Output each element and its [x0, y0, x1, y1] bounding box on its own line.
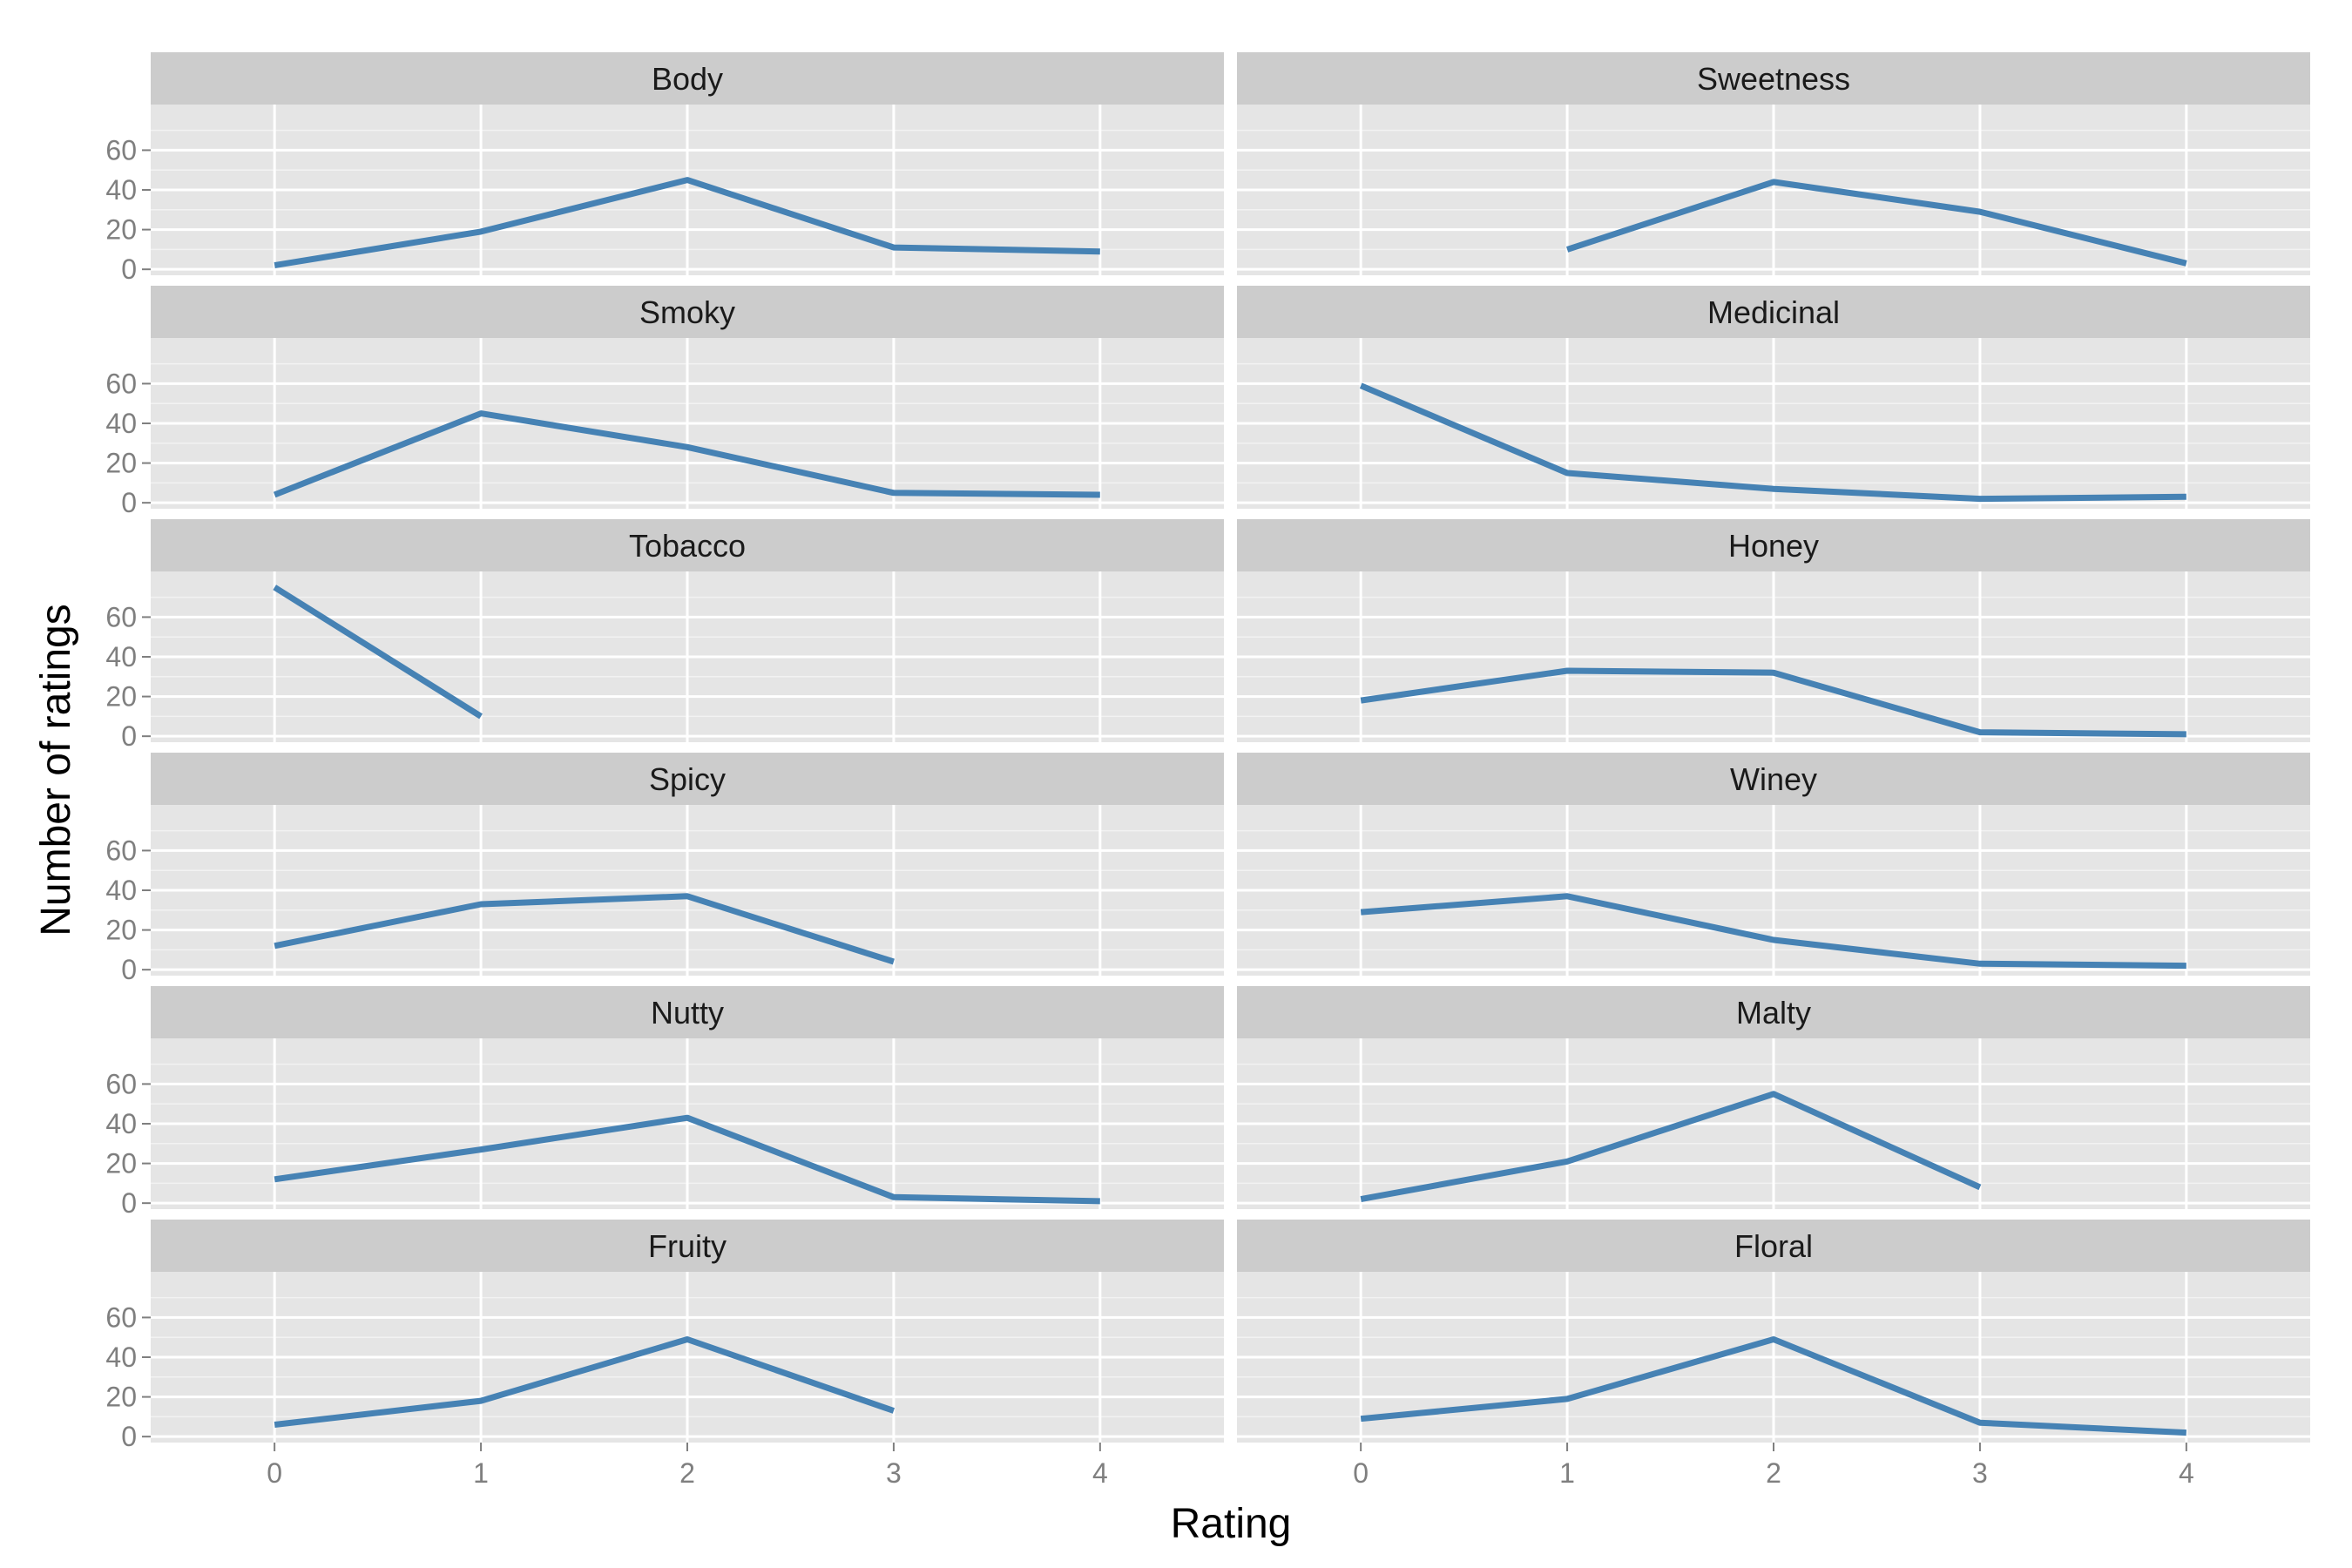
y-tick-label: 0 — [121, 1421, 137, 1452]
strip-sweetness — [1237, 52, 2310, 105]
y-tick-label: 40 — [105, 408, 137, 439]
x-tick-label: 2 — [679, 1457, 695, 1489]
strip-tobacco — [151, 519, 1224, 571]
y-tick-label: 40 — [105, 641, 137, 672]
x-tick-label: 0 — [267, 1457, 282, 1489]
axis-ticks: 0204060020406002040600204060020406002040… — [105, 134, 2193, 1489]
strip-malty — [1237, 986, 2310, 1038]
strip-label-fruity: Fruity — [648, 1228, 727, 1264]
y-tick-label: 20 — [105, 448, 137, 479]
series-line-sweetness — [1566, 179, 2187, 267]
strip-medicinal — [1237, 286, 2310, 338]
x-tick-label: 0 — [1353, 1457, 1369, 1489]
facet-medicinal: Medicinal — [1237, 286, 2310, 509]
strip-label-body: Body — [652, 61, 723, 97]
strip-label-nutty: Nutty — [651, 995, 724, 1031]
strip-label-honey: Honey — [1728, 528, 1819, 564]
y-tick-label: 60 — [105, 1301, 137, 1333]
y-tick-label: 60 — [105, 368, 137, 399]
y-tick-label: 40 — [105, 875, 137, 906]
x-tick-label: 1 — [1559, 1457, 1575, 1489]
series-line-malty — [1360, 1091, 1982, 1203]
x-tick-label: 4 — [1092, 1457, 1108, 1489]
y-axis-title: Number of ratings — [33, 604, 79, 936]
facet-tobacco: Tobacco — [151, 519, 1224, 742]
strip-floral — [1237, 1220, 2310, 1272]
y-tick-label: 20 — [105, 681, 137, 713]
y-tick-label: 40 — [105, 1108, 137, 1139]
y-tick-label: 40 — [105, 1342, 137, 1373]
strip-body — [151, 52, 1224, 105]
facet-sweetness: Sweetness — [1237, 52, 2310, 275]
facet-malty: Malty — [1237, 986, 2310, 1209]
x-tick-label: 1 — [473, 1457, 489, 1489]
facet-spicy: Spicy — [151, 753, 1224, 976]
y-tick-label: 0 — [121, 487, 137, 518]
strip-label-spicy: Spicy — [649, 761, 726, 797]
y-tick-label: 60 — [105, 134, 137, 166]
facet-fruity: Fruity — [151, 1220, 1224, 1443]
y-tick-label: 60 — [105, 601, 137, 632]
x-tick-label: 3 — [886, 1457, 902, 1489]
facet-honey: Honey — [1237, 519, 2310, 742]
facet-body: Body — [151, 52, 1224, 275]
facet-floral: Floral — [1237, 1220, 2310, 1443]
series-line-fruity — [274, 1336, 896, 1428]
strip-label-floral: Floral — [1734, 1228, 1813, 1264]
strip-label-sweetness: Sweetness — [1697, 61, 1850, 97]
x-axis-title: Rating — [1171, 1501, 1292, 1547]
y-tick-label: 60 — [105, 1068, 137, 1099]
strip-nutty — [151, 986, 1224, 1038]
strip-spicy — [151, 753, 1224, 805]
strip-smoky — [151, 286, 1224, 338]
y-tick-label: 0 — [121, 720, 137, 752]
y-tick-label: 20 — [105, 1382, 137, 1413]
strip-label-tobacco: Tobacco — [629, 528, 746, 564]
strip-label-medicinal: Medicinal — [1707, 294, 1840, 330]
x-tick-label: 2 — [1766, 1457, 1781, 1489]
y-tick-label: 0 — [121, 1187, 137, 1219]
y-tick-label: 0 — [121, 954, 137, 985]
y-tick-label: 20 — [105, 915, 137, 946]
strip-label-smoky: Smoky — [639, 294, 735, 330]
strip-winey — [1237, 753, 2310, 805]
series-line-tobacco — [273, 585, 483, 720]
y-tick-label: 60 — [105, 835, 137, 866]
facet-nutty: Nutty — [151, 986, 1224, 1209]
facet-panels: Body Sweetness Smoky Medicinal Tobacco Honey S… — [151, 52, 2310, 1443]
y-tick-label: 0 — [121, 253, 137, 285]
x-tick-label: 4 — [2179, 1457, 2194, 1489]
strip-label-malty: Malty — [1736, 995, 1811, 1031]
strip-honey — [1237, 519, 2310, 571]
y-tick-label: 20 — [105, 214, 137, 246]
y-tick-label: 40 — [105, 174, 137, 206]
x-tick-label: 3 — [1972, 1457, 1988, 1489]
strip-label-winey: Winey — [1730, 761, 1817, 797]
series-line-spicy — [274, 893, 895, 965]
facet-smoky: Smoky — [151, 286, 1224, 509]
strip-fruity — [151, 1220, 1224, 1272]
facet-winey: Winey — [1237, 753, 2310, 976]
y-tick-label: 20 — [105, 1148, 137, 1179]
